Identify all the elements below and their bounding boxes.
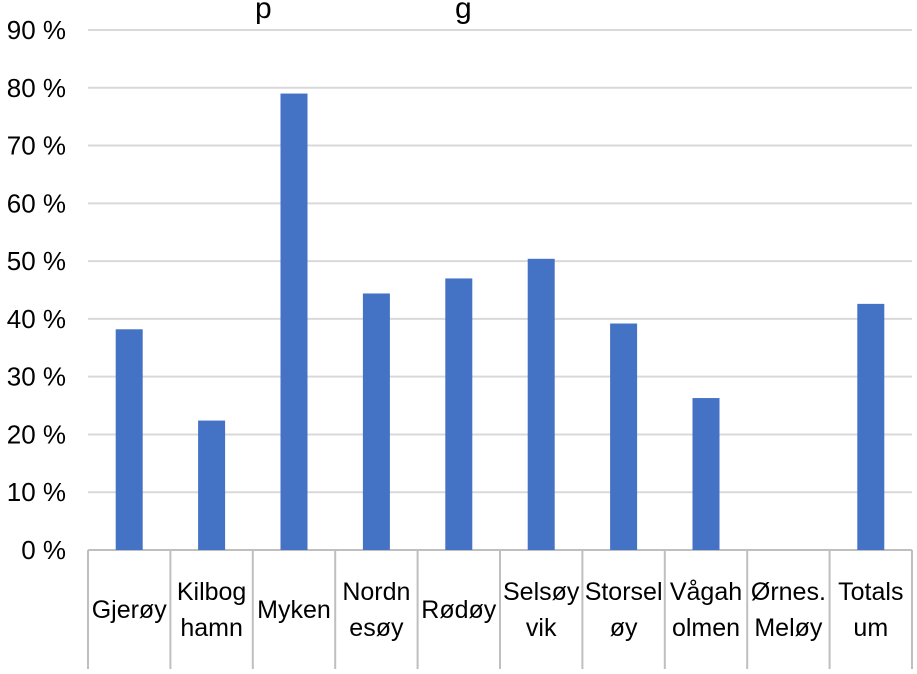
x-tick-label: hamn	[180, 614, 243, 642]
bar	[445, 278, 473, 550]
x-tick-label: esøy	[349, 614, 404, 642]
y-tick-label: 30 %	[7, 362, 66, 392]
y-tick-label: 60 %	[7, 188, 66, 218]
x-tick-label: Totals	[838, 578, 903, 606]
chart-title-fragment: p	[255, 0, 272, 25]
x-tick-label: Vågah	[670, 578, 742, 606]
x-tick-label: Ørnes.	[751, 578, 826, 606]
x-tick-label: Meløy	[754, 614, 823, 642]
bar	[610, 323, 638, 550]
chart-title-fragment: g	[455, 0, 472, 25]
y-tick-label: 90 %	[7, 15, 66, 45]
bar	[857, 303, 885, 550]
bar	[198, 420, 226, 550]
bar	[362, 293, 390, 550]
x-tick-label: um	[853, 614, 888, 642]
bar	[692, 398, 720, 550]
x-tick-label: Selsøy	[503, 578, 580, 606]
x-tick-label: Rødøy	[421, 596, 497, 624]
y-tick-label: 0 %	[21, 535, 66, 565]
bar	[280, 93, 308, 551]
y-tick-label: 40 %	[7, 304, 66, 334]
x-tick-label: Storsel	[585, 578, 663, 606]
x-tick-label: Myken	[257, 596, 331, 624]
y-tick-label: 80 %	[7, 73, 66, 103]
x-tick-label: Gjerøy	[92, 596, 168, 624]
x-tick-label: olmen	[672, 614, 740, 642]
x-tick-label: Kilbog	[177, 578, 247, 606]
x-tick-label: vik	[526, 614, 557, 642]
bar	[527, 258, 555, 550]
y-tick-label: 50 %	[7, 246, 66, 276]
x-tick-label: Nordn	[342, 578, 410, 606]
bar	[115, 329, 143, 550]
y-tick-label: 70 %	[7, 131, 66, 161]
y-tick-label: 20 %	[7, 419, 66, 449]
y-tick-label: 10 %	[7, 477, 66, 507]
x-tick-label: øy	[610, 614, 638, 642]
